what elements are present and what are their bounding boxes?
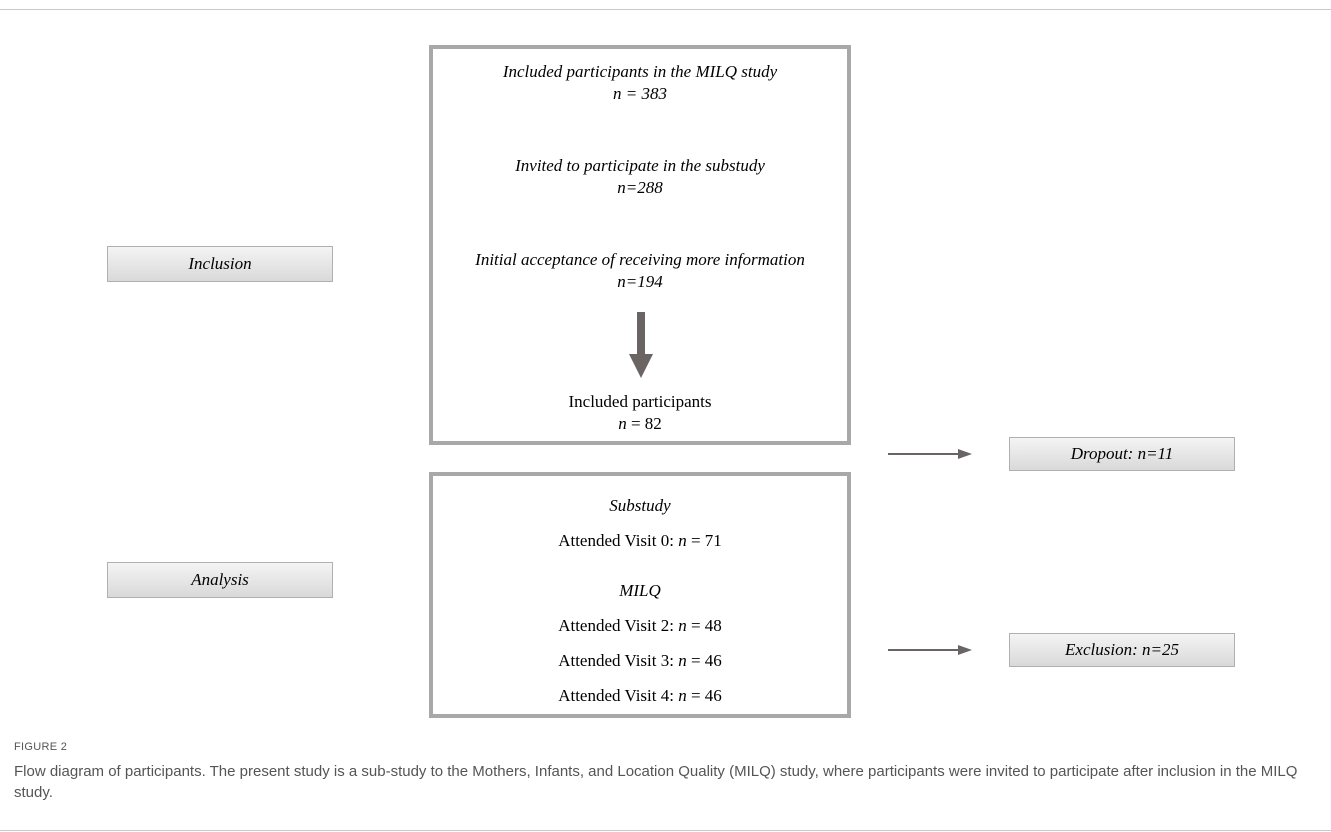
figure-caption-label: FIGURE 2	[14, 741, 68, 753]
visit3-n-symbol: n	[678, 651, 687, 670]
visit0-label: Attended Visit 0:	[558, 531, 679, 550]
included-n-symbol: n	[618, 414, 627, 433]
visit3-n-value: = 46	[686, 651, 722, 670]
analysis-box: Substudy Attended Visit 0: n = 71 MILQ A…	[429, 472, 851, 718]
substudy-heading: Substudy	[609, 496, 671, 515]
inclusion-line3: Initial acceptance of receiving more inf…	[475, 250, 805, 269]
stage-label-inclusion-text: Inclusion	[188, 254, 252, 273]
visit3-row: Attended Visit 3: n = 46	[433, 650, 847, 672]
dropout-arrow-icon	[888, 448, 972, 460]
included-n-value: = 82	[626, 414, 662, 433]
visit3-label: Attended Visit 3:	[558, 651, 679, 670]
down-arrow-icon	[628, 312, 654, 380]
visit0-row: Attended Visit 0: n = 71	[433, 530, 847, 552]
visit4-label: Attended Visit 4:	[558, 686, 679, 705]
visit2-n-symbol: n	[678, 616, 687, 635]
visit4-row: Attended Visit 4: n = 46	[433, 685, 847, 707]
exclusion-arrow-icon	[888, 644, 972, 656]
inclusion-box: Included participants in the MILQ study …	[429, 45, 851, 445]
visit2-label: Attended Visit 2:	[558, 616, 679, 635]
stage-label-inclusion: Inclusion	[107, 246, 333, 282]
visit4-n-value: = 46	[686, 686, 722, 705]
visit2-n-value: = 48	[686, 616, 722, 635]
stage-label-analysis-text: Analysis	[191, 570, 249, 589]
figure-caption-text: Flow diagram of participants. The presen…	[14, 763, 1298, 801]
exclusion-box: Exclusion: n=25	[1009, 633, 1235, 667]
inclusion-line2: Invited to participate in the substudy	[515, 156, 765, 175]
dropout-text: Dropout: n=11	[1070, 444, 1174, 463]
exclusion-text: Exclusion: n=25	[1065, 640, 1179, 659]
visit4-n-symbol: n	[678, 686, 687, 705]
included-participants-label: Included participants	[568, 392, 712, 411]
inclusion-line1: Included participants in the MILQ study	[502, 62, 778, 81]
included-participants-n: n = 82	[433, 413, 847, 435]
stage-label-analysis: Analysis	[107, 562, 333, 598]
visit2-row: Attended Visit 2: n = 48	[433, 615, 847, 637]
visit0-n-symbol: n	[678, 531, 687, 550]
inclusion-line1-n: n = 383	[613, 84, 667, 103]
figure-frame	[0, 9, 1331, 831]
inclusion-line3-n: n=194	[617, 272, 663, 291]
inclusion-line2-n: n=288	[617, 178, 663, 197]
milq-heading: MILQ	[619, 581, 661, 600]
dropout-box: Dropout: n=11	[1009, 437, 1235, 471]
visit0-n-value: = 71	[686, 531, 722, 550]
